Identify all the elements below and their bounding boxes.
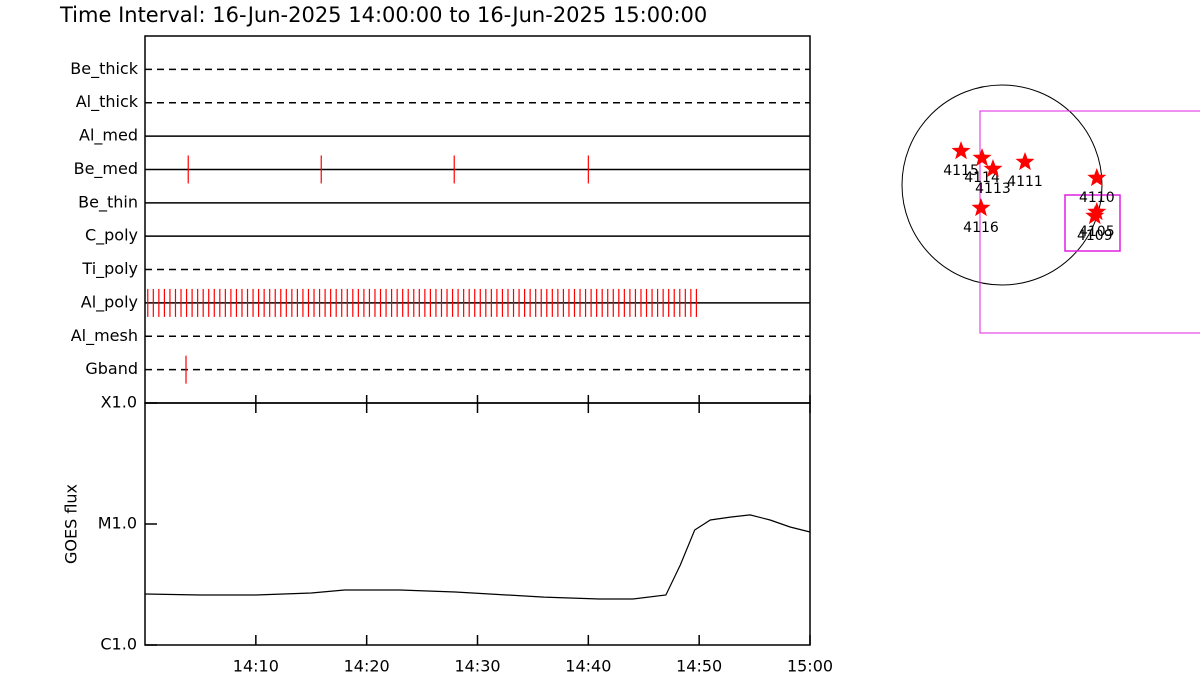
active-region-label: 4115	[943, 163, 979, 179]
active-region-label: 4105	[1079, 224, 1115, 240]
y-tick-label: M1.0	[98, 514, 137, 533]
filter-label: Al_poly	[81, 292, 138, 312]
active-region-label: 4116	[963, 220, 999, 236]
y-axis-label: GOES flux	[62, 484, 81, 564]
y-tick-label: X1.0	[101, 393, 137, 412]
active-region	[1087, 202, 1107, 221]
filter-label: Al_mesh	[71, 326, 138, 346]
chart-title: Time Interval: 16-Jun-2025 14:00:00 to 1…	[59, 3, 707, 27]
filter-label: Gband	[85, 359, 138, 378]
x-tick-label: 14:40	[565, 657, 611, 676]
active-region	[972, 148, 992, 167]
goes-frame	[144, 402, 811, 646]
timeline-frame	[144, 35, 811, 404]
active-region	[971, 198, 991, 217]
fov-small	[1064, 194, 1121, 252]
x-tick-label: 14:30	[454, 657, 500, 676]
goes-curve	[144, 514, 811, 600]
filter-label: Ti_poly	[81, 259, 138, 279]
active-region-label: 4110	[1079, 190, 1115, 206]
filter-label: Be_med	[74, 159, 138, 179]
active-region	[951, 141, 971, 160]
active-region	[983, 159, 1003, 178]
x-tick-label: 14:10	[233, 657, 279, 676]
active-region	[1085, 206, 1105, 225]
filter-label: C_poly	[85, 226, 138, 246]
y-tick-label: C1.0	[100, 635, 137, 654]
x-tick-label: 14:50	[676, 657, 722, 676]
filter-label: Al_thick	[76, 92, 139, 112]
filter-label: Al_med	[79, 126, 138, 146]
active-region-label: 4111	[1007, 174, 1043, 190]
filter-label: Be_thin	[78, 192, 138, 212]
x-tick-label: 15:00	[787, 657, 833, 676]
active-region	[1087, 168, 1107, 187]
x-tick-label: 14:20	[344, 657, 390, 676]
active-region-label: 4113	[975, 181, 1011, 197]
fov-large	[979, 110, 1200, 334]
filter-label: Be_thick	[70, 59, 138, 79]
active-region	[1015, 152, 1035, 171]
active-region-label: 4109	[1077, 228, 1113, 244]
